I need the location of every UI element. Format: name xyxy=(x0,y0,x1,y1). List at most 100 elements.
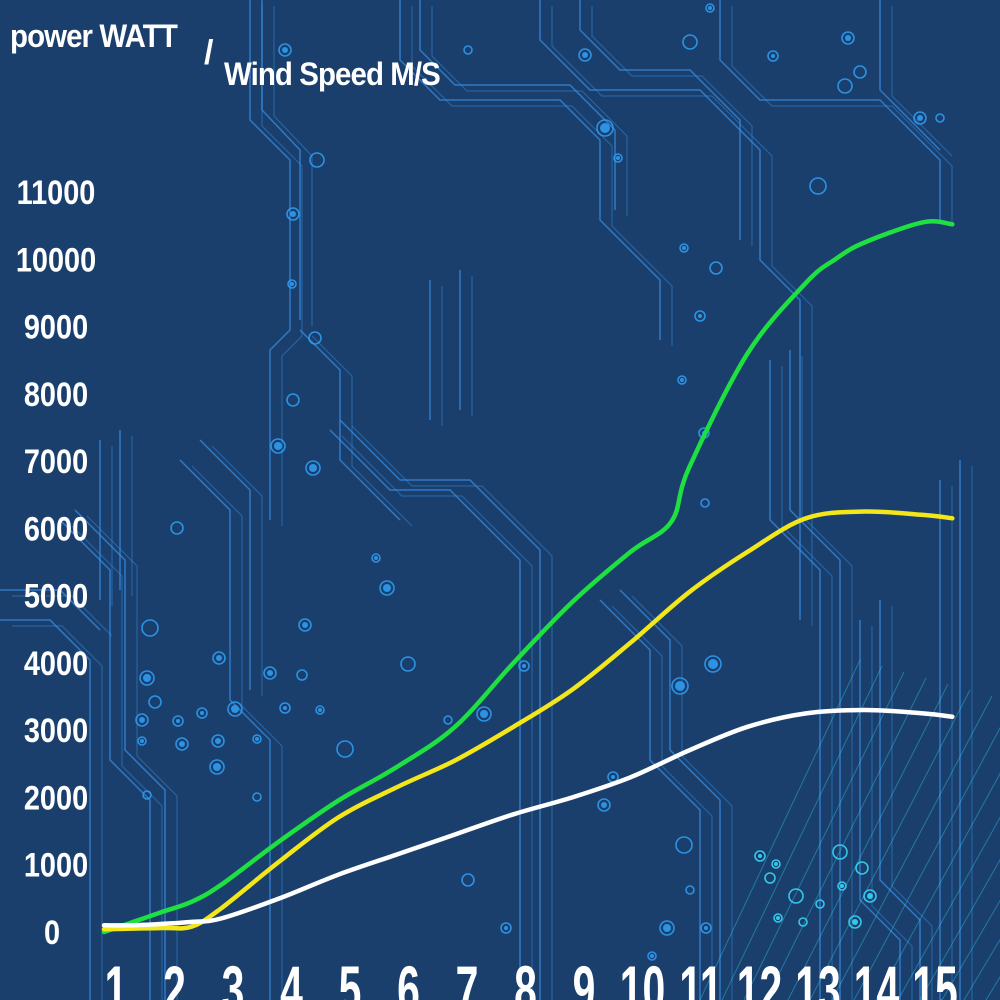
circuit-pad xyxy=(682,34,698,50)
circuit-trace xyxy=(273,6,313,326)
circuit-pad xyxy=(270,438,286,454)
circuit-trace xyxy=(891,6,953,157)
circuit-pad xyxy=(771,859,781,869)
circuit-pad-core xyxy=(771,54,775,58)
x-tick-label: 3 xyxy=(222,952,245,1000)
circuit-pad xyxy=(700,498,710,508)
circuit-pad xyxy=(659,920,675,936)
circuit-pad xyxy=(597,798,611,812)
circuit-pad xyxy=(705,3,715,13)
circuit-pad-core xyxy=(680,378,684,382)
circuit-pad xyxy=(863,889,877,903)
circuit-trace xyxy=(787,683,949,1000)
circuit-pad-core xyxy=(290,211,296,217)
circuit-trace xyxy=(919,858,1000,1000)
circuit-pad-core xyxy=(758,854,762,858)
circuit-trace xyxy=(853,726,1000,1000)
circuit-pad xyxy=(694,310,706,322)
circuit-pad-core xyxy=(650,954,654,958)
circuit-pad-core xyxy=(840,884,844,888)
circuit-pad-core xyxy=(776,916,780,920)
x-tick-label: 12 xyxy=(737,952,783,1000)
circuit-trace xyxy=(0,589,101,631)
circuit-pad xyxy=(647,951,657,961)
circuit-pad-core xyxy=(255,737,259,741)
circuit-pad-core xyxy=(480,710,488,718)
circuit-trace xyxy=(0,619,91,1000)
circuit-pad xyxy=(336,740,354,758)
circuit-pad xyxy=(518,660,530,672)
circuit-pad xyxy=(704,655,722,673)
circuit-trace xyxy=(801,356,853,1000)
y-tick-label: 5000 xyxy=(24,576,88,615)
circuit-pad xyxy=(913,111,927,125)
circuit-pad-core xyxy=(283,706,287,710)
circuit-pad-core xyxy=(383,584,391,592)
circuit-pad xyxy=(196,707,208,719)
y-tick-label: 6000 xyxy=(24,509,88,548)
x-tick-label: 5 xyxy=(339,952,362,1000)
circuit-trace xyxy=(351,425,553,1000)
chart-subtitle: Wind Speed M/S xyxy=(224,56,441,92)
circuit-pad-core xyxy=(176,719,180,723)
circuit-pad xyxy=(227,701,243,717)
circuit-pad xyxy=(596,119,614,137)
x-tick-label: 13 xyxy=(795,952,841,1000)
circuit-pad xyxy=(286,393,300,407)
circuit-pad xyxy=(371,553,381,563)
circuit-pad xyxy=(848,915,862,929)
x-tick-label: 4 xyxy=(280,952,303,1000)
circuit-pad xyxy=(172,715,184,727)
circuit-pad-core xyxy=(845,35,851,41)
circuit-trace xyxy=(399,0,661,340)
circuit-pad xyxy=(671,677,689,695)
circuit-pad xyxy=(135,713,149,727)
circuit-pad xyxy=(278,43,292,57)
circuit-trace xyxy=(859,620,901,1000)
circuit-trace xyxy=(71,525,163,1000)
circuit-pad xyxy=(379,580,395,596)
circuit-pad xyxy=(287,279,297,289)
circuit-pad xyxy=(139,670,155,686)
circuit-pad xyxy=(837,78,853,94)
circuit-trace xyxy=(411,6,673,346)
x-axis-ticks: 1 2 3 4 5 6 7 8 9 10 11 12 13 14 15 xyxy=(105,952,958,1000)
y-tick-label: 0 xyxy=(44,913,60,952)
circuit-trace xyxy=(311,335,413,527)
circuit-pad xyxy=(305,460,321,476)
series-line-3 xyxy=(101,707,955,928)
circuit-pad-core xyxy=(663,924,671,932)
circuit-pad xyxy=(685,885,695,895)
circuit-pad-core xyxy=(282,47,288,53)
circuit-pad xyxy=(211,734,225,748)
circuit-pad xyxy=(815,899,825,909)
circuit-trace xyxy=(591,6,753,246)
circuit-pad-core xyxy=(216,655,222,661)
x-tick-label: 15 xyxy=(912,952,958,1000)
y-tick-label: 7000 xyxy=(24,442,88,481)
circuit-pad-core xyxy=(504,926,508,930)
circuit-pad xyxy=(463,45,473,55)
chart-title: power WATT xyxy=(10,18,178,54)
circuit-pad-core xyxy=(200,711,204,715)
plot-lines xyxy=(101,219,955,935)
circuit-pad xyxy=(476,706,492,722)
circuit-pad-core xyxy=(600,123,610,133)
circuit-trace xyxy=(329,429,521,1000)
circuit-pad xyxy=(798,917,808,927)
circuit-pad xyxy=(754,850,766,862)
circuit-pad xyxy=(500,922,512,934)
circuit-trace xyxy=(261,6,303,526)
circuit-trace xyxy=(179,459,271,1000)
circuit-trace xyxy=(249,0,291,520)
circuit-pad xyxy=(935,113,945,123)
circuit-pad xyxy=(841,31,855,45)
circuit-pad xyxy=(296,669,308,681)
circuit-pad-core xyxy=(143,674,151,682)
circuit-pad-core xyxy=(582,52,588,58)
circuit-trace xyxy=(721,665,883,1000)
circuit-pad xyxy=(853,65,867,79)
circuit-pad-core xyxy=(708,6,712,10)
circuit-pad xyxy=(263,666,277,680)
